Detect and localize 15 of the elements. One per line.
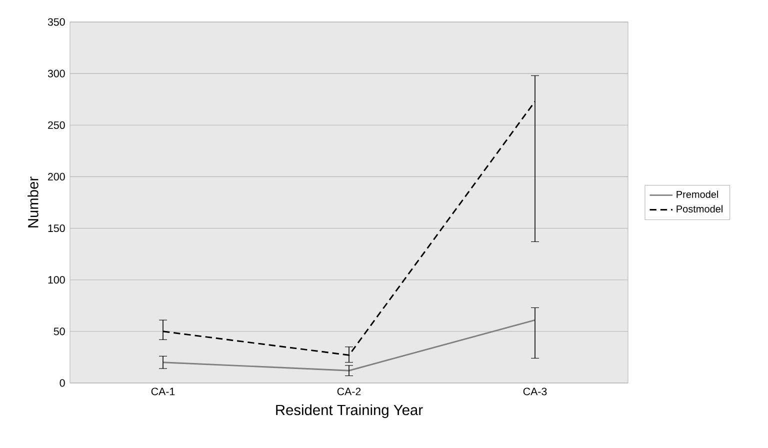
legend-label: Premodel <box>676 190 718 198</box>
y-tick-label: 300 <box>48 70 65 78</box>
y-tick-label: 0 <box>60 379 65 387</box>
y-tick-label: 50 <box>54 328 65 336</box>
x-tick-label: CA-3 <box>523 388 547 396</box>
x-tick-label: CA-2 <box>337 388 361 396</box>
x-axis-title: Resident Training Year <box>276 404 423 418</box>
legend-label: Postmodel <box>676 205 722 213</box>
x-tick-label: CA-1 <box>151 388 175 396</box>
y-tick-label: 150 <box>48 224 65 232</box>
y-axis-title: Number <box>28 176 38 228</box>
y-tick-label: 250 <box>48 121 65 129</box>
y-tick-label: 200 <box>48 172 65 180</box>
y-tick-label: 100 <box>48 276 65 284</box>
y-tick-label: 350 <box>48 18 65 26</box>
